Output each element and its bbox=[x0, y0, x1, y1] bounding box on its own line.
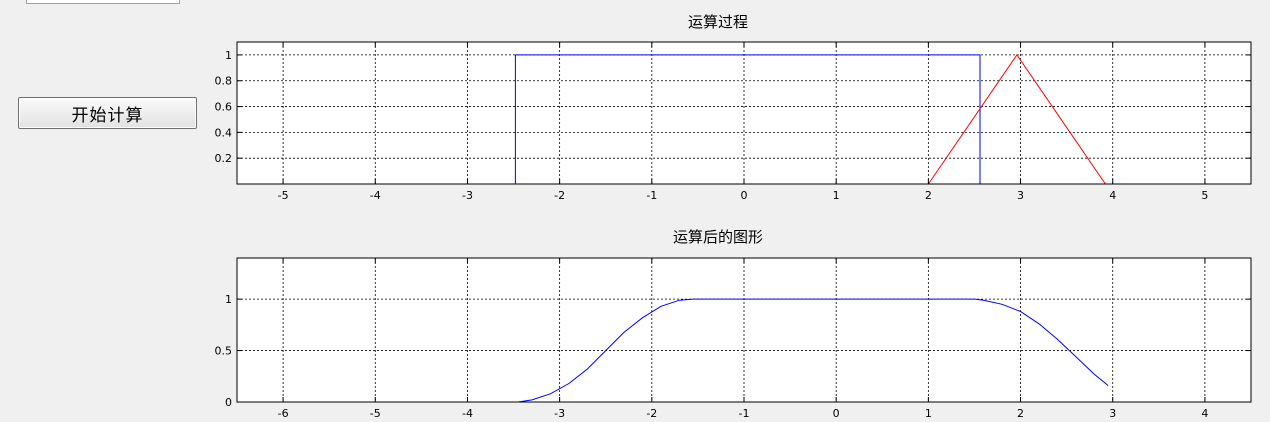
x-tick-label: 3 bbox=[1017, 189, 1024, 202]
y-tick-label: 0 bbox=[225, 396, 232, 409]
y-tick-label: 0.4 bbox=[215, 126, 233, 139]
result-chart: -6 -5 -4 -3 -2 -1 0 1 2 3 4 0 0.5 1 运算后的图形 bbox=[215, 228, 1252, 420]
x-tick-label: -2 bbox=[646, 407, 657, 420]
process-chart: -5 -4 -3 -2 -1 0 1 2 3 4 5 0.2 0.4 0.6 0.8 1 运算过程 bbox=[215, 13, 1252, 202]
y-tick-label: 0.8 bbox=[215, 75, 233, 88]
x-tick-label: -2 bbox=[554, 189, 565, 202]
x-tick-label: 1 bbox=[833, 189, 840, 202]
y-tick-label: 0.2 bbox=[215, 152, 233, 165]
y-tick-label: 1 bbox=[225, 49, 232, 62]
series-line-1 bbox=[927, 54, 1106, 185]
x-tick-label: 0 bbox=[741, 189, 748, 202]
x-tick-label: 0 bbox=[833, 407, 840, 420]
x-tick-label: -5 bbox=[278, 189, 289, 202]
x-tick-label: 3 bbox=[1109, 407, 1116, 420]
x-tick-label: -1 bbox=[739, 407, 750, 420]
y-tick-label: 0.6 bbox=[215, 101, 233, 114]
start-calculation-button[interactable]: 开始计算 bbox=[18, 97, 197, 129]
x-tick-label: -3 bbox=[554, 407, 565, 420]
chart-title: 运算过程 bbox=[688, 13, 748, 31]
x-tick-label: 4 bbox=[1201, 407, 1208, 420]
x-tick-label: 4 bbox=[1109, 189, 1116, 202]
x-tick-label: -4 bbox=[370, 189, 381, 202]
x-tick-label: -1 bbox=[646, 189, 657, 202]
x-tick-label: -6 bbox=[278, 407, 289, 420]
series-line-0 bbox=[237, 298, 1109, 403]
x-tick-label: 1 bbox=[925, 407, 932, 420]
x-tick-label: -4 bbox=[462, 407, 473, 420]
y-tick-label: 0.5 bbox=[215, 345, 233, 358]
plot-background bbox=[237, 42, 1251, 184]
x-tick-label: 2 bbox=[1017, 407, 1024, 420]
series-line-0 bbox=[514, 54, 981, 184]
x-tick-label: 5 bbox=[1201, 189, 1208, 202]
y-tick-label: 1 bbox=[225, 293, 232, 306]
x-tick-label: 2 bbox=[925, 189, 932, 202]
x-tick-label: -3 bbox=[462, 189, 473, 202]
chart-title: 运算后的图形 bbox=[673, 228, 763, 246]
top-text-field[interactable] bbox=[26, 0, 180, 4]
x-tick-label: -5 bbox=[370, 407, 381, 420]
